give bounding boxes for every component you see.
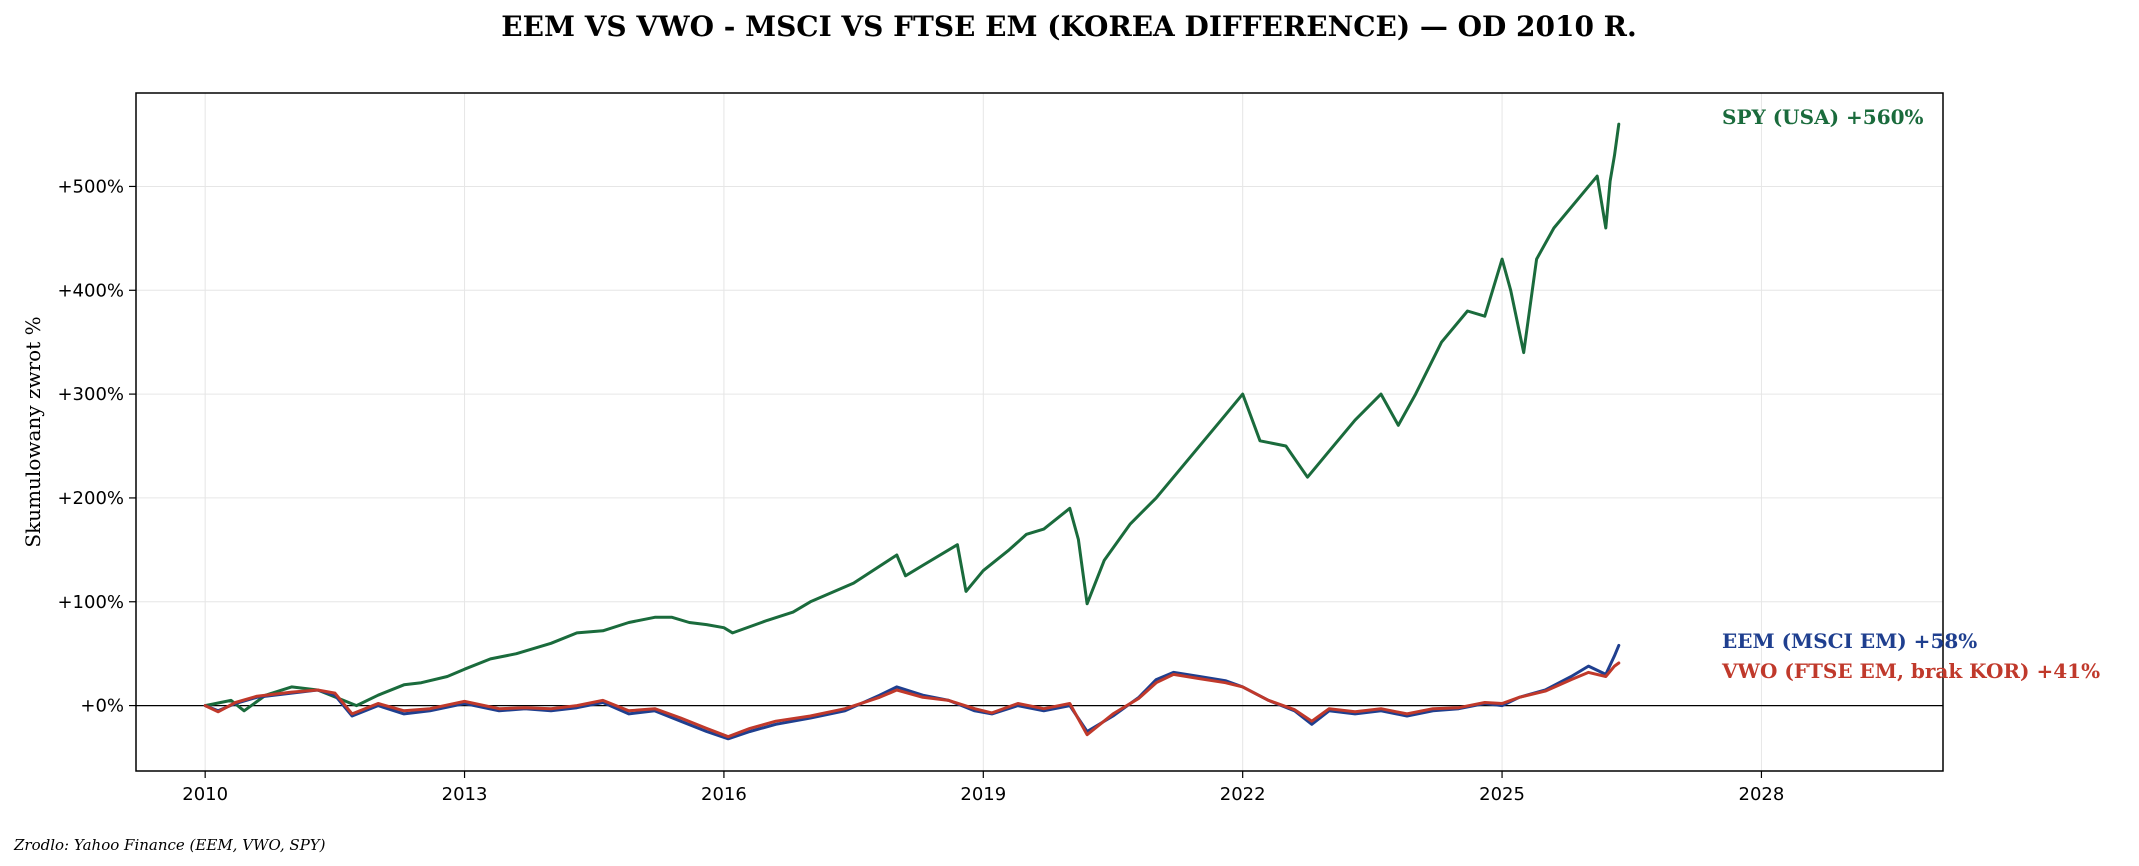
plot-frame: [135, 92, 1944, 772]
series-line-2: [203, 661, 1621, 739]
series-end-label: SPY (USA) +560%: [1722, 105, 1924, 129]
y-tick-label: +0%: [80, 696, 124, 717]
grid: [136, 93, 1943, 771]
x-tick-label: 2025: [1479, 784, 1525, 805]
x-tick-label: 2022: [1220, 784, 1266, 805]
series-end-label: EEM (MSCI EM) +58%: [1722, 629, 1977, 653]
series-lines: [203, 122, 1621, 741]
x-tick-label: 2028: [1739, 784, 1785, 805]
series-end-label: VWO (FTSE EM, brak KOR) +41%: [1721, 659, 2100, 683]
source-note: Zrodlo: Yahoo Finance (EEM, VWO, SPY): [13, 836, 326, 854]
y-tick-label: +500%: [57, 176, 124, 197]
axes: 2010 2013 2016 2019 2022 2025 2028 +0% +100% +200…: [57, 176, 1784, 805]
y-axis-label: Skumulowany zwrot %: [21, 316, 45, 547]
x-tick-label: 2013: [442, 784, 488, 805]
y-tick-label: +200%: [57, 488, 124, 509]
y-tick-label: +300%: [57, 384, 124, 405]
x-tick-label: 2010: [182, 784, 228, 805]
end-labels: SPY (USA) +560% EEM (MSCI EM) +58% VWO (FT…: [1721, 105, 2100, 683]
x-tick-label: 2016: [701, 784, 747, 805]
y-tick-label: +100%: [57, 592, 124, 613]
y-tick-label: +400%: [57, 280, 124, 301]
series-line-1: [203, 643, 1621, 741]
chart-title: EEM VS VWO - MSCI VS FTSE EM (KOREA DIFF…: [501, 10, 1636, 43]
plot-background: [136, 93, 1943, 771]
series-line-0: [203, 122, 1621, 713]
x-tick-label: 2019: [960, 784, 1006, 805]
